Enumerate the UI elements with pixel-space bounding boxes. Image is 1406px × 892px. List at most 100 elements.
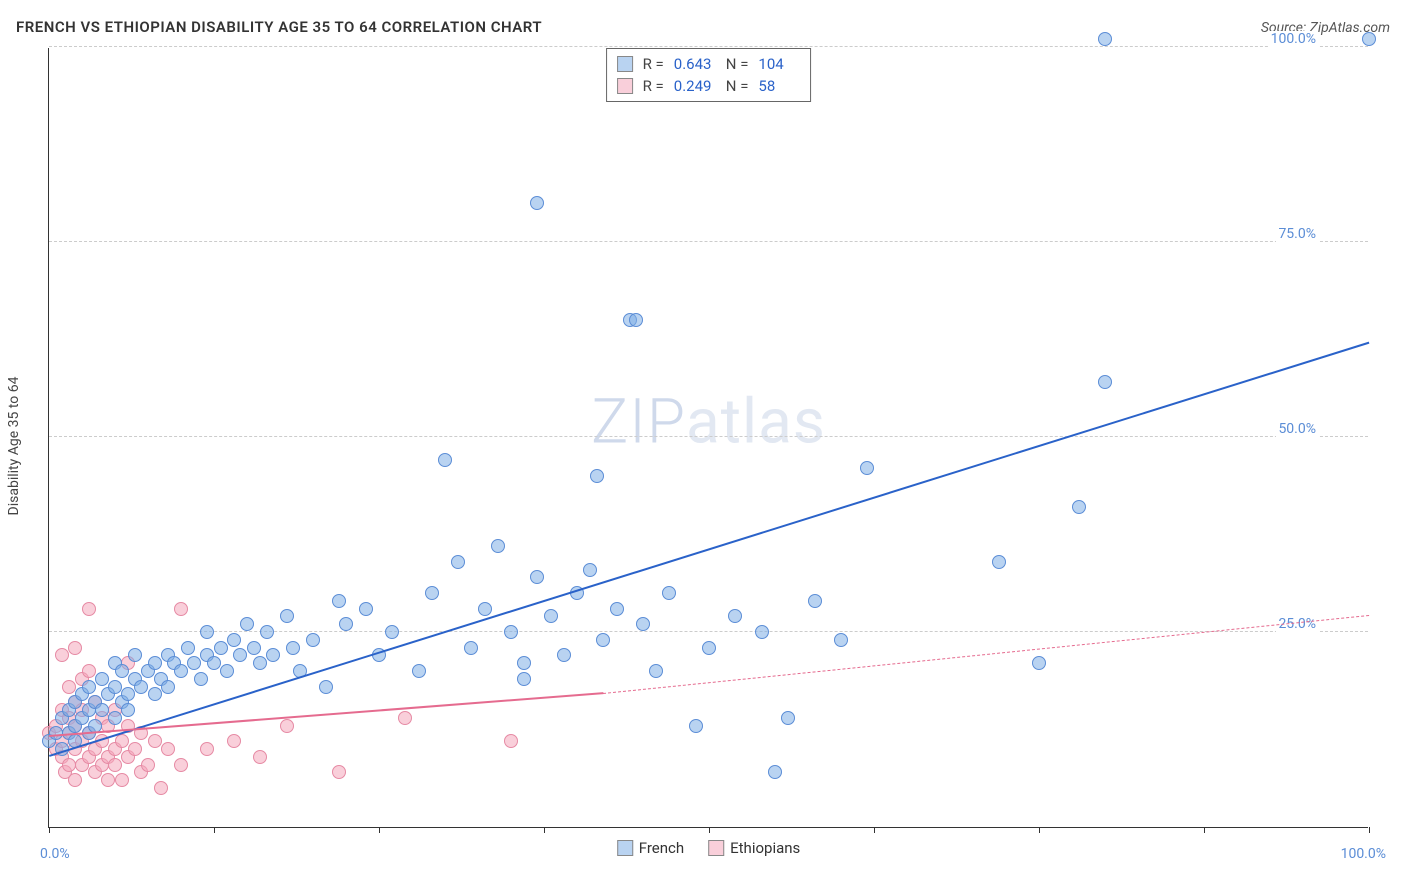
point-french — [181, 641, 195, 655]
point-french — [220, 664, 234, 678]
point-ethiopians — [504, 734, 518, 748]
trend-line — [49, 341, 1370, 756]
point-french — [425, 586, 439, 600]
point-french — [214, 641, 228, 655]
point-french — [227, 633, 241, 647]
point-french — [95, 703, 109, 717]
point-french — [412, 664, 426, 678]
r-value-french: 0.643 — [674, 53, 716, 75]
point-french — [636, 617, 650, 631]
watermark-zip: ZIP — [591, 385, 686, 458]
point-french — [992, 555, 1006, 569]
point-french — [860, 461, 874, 475]
point-ethiopians — [141, 758, 155, 772]
point-french — [702, 641, 716, 655]
y-tick-label: 100.0% — [1269, 31, 1318, 47]
gridline — [49, 436, 1368, 437]
point-french — [385, 625, 399, 639]
point-french — [530, 570, 544, 584]
point-french — [319, 680, 333, 694]
point-french — [544, 609, 558, 623]
point-french — [596, 633, 610, 647]
point-ethiopians — [55, 648, 69, 662]
point-ethiopians — [101, 773, 115, 787]
point-ethiopians — [398, 711, 412, 725]
point-french — [233, 648, 247, 662]
x-tick — [1039, 827, 1040, 833]
point-ethiopians — [82, 602, 96, 616]
plot-area: ZIPatlas R = 0.643 N = 104 R = 0.249 N =… — [48, 48, 1368, 828]
point-french — [755, 625, 769, 639]
point-french — [253, 656, 267, 670]
point-french — [148, 687, 162, 701]
point-french — [200, 625, 214, 639]
n-label: N = — [726, 75, 749, 97]
n-value-ethiopians: 58 — [758, 75, 800, 97]
stats-row-ethiopians: R = 0.249 N = 58 — [617, 75, 801, 97]
point-french — [530, 196, 544, 210]
point-french — [808, 594, 822, 608]
point-french — [266, 648, 280, 662]
n-label: N = — [726, 53, 749, 75]
point-french — [834, 633, 848, 647]
point-french — [1072, 500, 1086, 514]
x-axis-min-label: 0.0% — [40, 846, 70, 862]
point-french — [478, 602, 492, 616]
legend-label-french: French — [639, 839, 684, 857]
point-french — [108, 711, 122, 725]
point-ethiopians — [154, 781, 168, 795]
x-tick — [874, 827, 875, 833]
y-tick-label: 50.0% — [1276, 421, 1318, 437]
point-french — [464, 641, 478, 655]
point-ethiopians — [227, 734, 241, 748]
point-french — [504, 625, 518, 639]
stats-row-french: R = 0.643 N = 104 — [617, 53, 801, 75]
point-french — [1032, 656, 1046, 670]
watermark-atlas: atlas — [686, 385, 826, 458]
point-french — [689, 719, 703, 733]
y-axis-label: Disability Age 35 to 64 — [6, 377, 22, 516]
point-french — [451, 555, 465, 569]
point-ethiopians — [174, 758, 188, 772]
x-axis-max-label: 100.0% — [1341, 846, 1386, 862]
x-tick — [1369, 827, 1370, 833]
n-value-french: 104 — [758, 53, 800, 75]
point-french — [332, 594, 346, 608]
point-french — [557, 648, 571, 662]
point-french — [359, 602, 373, 616]
point-french — [438, 453, 452, 467]
legend-item-french: French — [617, 839, 684, 857]
x-tick — [709, 827, 710, 833]
y-tick-label: 75.0% — [1276, 226, 1318, 242]
chart-title: FRENCH VS ETHIOPIAN DISABILITY AGE 35 TO… — [16, 18, 542, 36]
point-ethiopians — [68, 773, 82, 787]
point-ethiopians — [108, 758, 122, 772]
point-french — [247, 641, 261, 655]
point-french — [240, 617, 254, 631]
point-french — [95, 672, 109, 686]
point-french — [187, 656, 201, 670]
point-french — [148, 656, 162, 670]
point-ethiopians — [200, 742, 214, 756]
x-tick — [214, 827, 215, 833]
point-french — [207, 656, 221, 670]
point-french — [590, 469, 604, 483]
point-french — [649, 664, 663, 678]
gridline — [49, 241, 1368, 242]
point-french — [134, 680, 148, 694]
gridline — [49, 46, 1368, 47]
point-ethiopians — [115, 734, 129, 748]
point-french — [517, 656, 531, 670]
x-tick — [49, 827, 50, 833]
point-ethiopians — [62, 680, 76, 694]
point-french — [491, 539, 505, 553]
point-french — [115, 664, 129, 678]
r-label: R = — [643, 75, 664, 97]
point-ethiopians — [68, 641, 82, 655]
x-tick — [544, 827, 545, 833]
point-french — [662, 586, 676, 600]
point-ethiopians — [280, 719, 294, 733]
point-french — [517, 672, 531, 686]
point-french — [128, 648, 142, 662]
stats-legend: R = 0.643 N = 104 R = 0.249 N = 58 — [606, 48, 812, 102]
